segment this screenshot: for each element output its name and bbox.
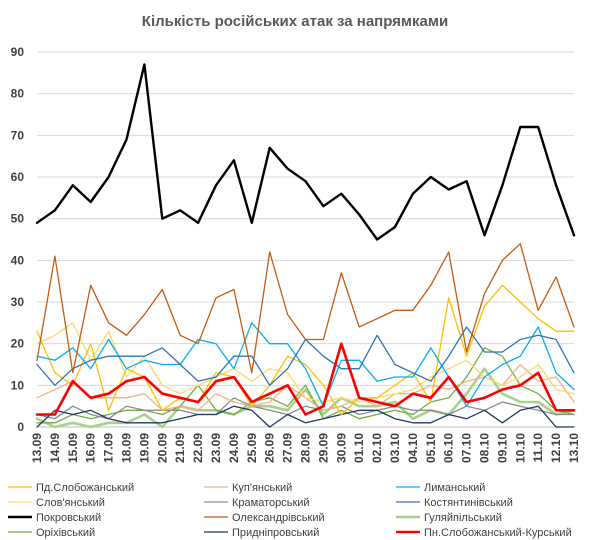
gridlines (37, 51, 574, 428)
y-tick-label: 30 (11, 295, 25, 309)
series-line (36, 322, 575, 407)
y-tick-label: 90 (11, 45, 25, 59)
y-tick-label: 50 (11, 212, 25, 226)
series-line (36, 284, 575, 416)
x-tick-label: 08.10 (478, 433, 492, 463)
legend-label: Краматорський (232, 497, 310, 509)
x-tick-label: 14.09 (48, 433, 62, 463)
legend-label: Придніпровський (232, 527, 319, 539)
legend-label: Слов'янський (36, 497, 105, 509)
x-tick-label: 19.09 (137, 433, 151, 463)
x-tick-label: 12.10 (549, 433, 563, 463)
x-tick-label: 02.10 (370, 433, 384, 463)
x-tick-label: 04.10 (406, 433, 420, 463)
x-tick-label: 26.09 (263, 433, 277, 463)
series-lines (35, 63, 576, 429)
x-axis-ticks: 13.09 14.09 15.09 16.09 17.09 18.09 19.09 20.09… (30, 433, 581, 463)
x-tick-label: 15.09 (66, 433, 80, 463)
series-line (36, 405, 575, 428)
x-tick-label: 03.10 (388, 433, 402, 463)
y-tick-label: 60 (11, 170, 25, 184)
x-tick-label: 25.09 (245, 433, 259, 463)
legend-label: Олександрівський (232, 512, 325, 524)
x-tick-label: 06.10 (442, 433, 456, 463)
legend-label: Покровський (36, 512, 101, 524)
x-tick-label: 20.09 (155, 433, 169, 463)
legend-label: Куп'янський (232, 482, 292, 494)
x-tick-label: 13.10 (567, 433, 581, 463)
x-tick-label: 30.09 (334, 433, 348, 463)
x-tick-label: 21.09 (173, 433, 187, 463)
x-tick-label: 05.10 (424, 433, 438, 463)
x-tick-label: 17.09 (102, 433, 116, 463)
legend-label: Лиманський (424, 482, 485, 494)
y-axis-ticks: 0 10 20 30 40 50 60 70 80 90 (11, 45, 25, 434)
y-tick-label: 40 (11, 253, 25, 267)
x-tick-label: 24.09 (227, 433, 241, 463)
series-line (36, 326, 575, 386)
legend-label: Гуляйпільський (424, 512, 502, 524)
x-tick-label: 10.10 (513, 433, 527, 463)
y-tick-label: 0 (17, 420, 24, 434)
x-tick-label: 16.09 (84, 433, 98, 463)
legend: Пд.Слобожанський Куп'янський Лиманський Сло… (8, 482, 572, 539)
legend-label: Пд.Слобожанський (36, 482, 134, 494)
x-tick-label: 27.09 (281, 433, 295, 463)
series-line (35, 342, 576, 416)
x-tick-label: 01.10 (352, 433, 366, 463)
x-tick-label: 11.10 (531, 433, 545, 463)
y-tick-label: 80 (11, 87, 25, 101)
x-tick-label: 29.09 (316, 433, 330, 463)
series-line (36, 243, 575, 374)
y-tick-label: 10 (11, 378, 25, 392)
x-tick-label: 18.09 (120, 433, 134, 463)
series-line (36, 347, 575, 424)
x-tick-label: 22.09 (191, 433, 205, 463)
legend-label: Пн.Слобожанський-Курський (424, 527, 572, 539)
x-tick-label: 28.09 (299, 433, 313, 463)
y-tick-label: 70 (11, 128, 25, 142)
chart-title: Кількість російських атак за напрямками (142, 13, 448, 30)
series-line (35, 63, 576, 241)
x-tick-label: 07.10 (460, 433, 474, 463)
x-tick-label: 13.09 (30, 433, 44, 463)
x-tick-label: 23.09 (209, 433, 223, 463)
y-tick-label: 20 (11, 337, 25, 351)
legend-label: Оріхівський (36, 527, 95, 539)
legend-label: Костянтинівський (424, 497, 513, 509)
x-tick-label: 09.10 (495, 433, 509, 463)
